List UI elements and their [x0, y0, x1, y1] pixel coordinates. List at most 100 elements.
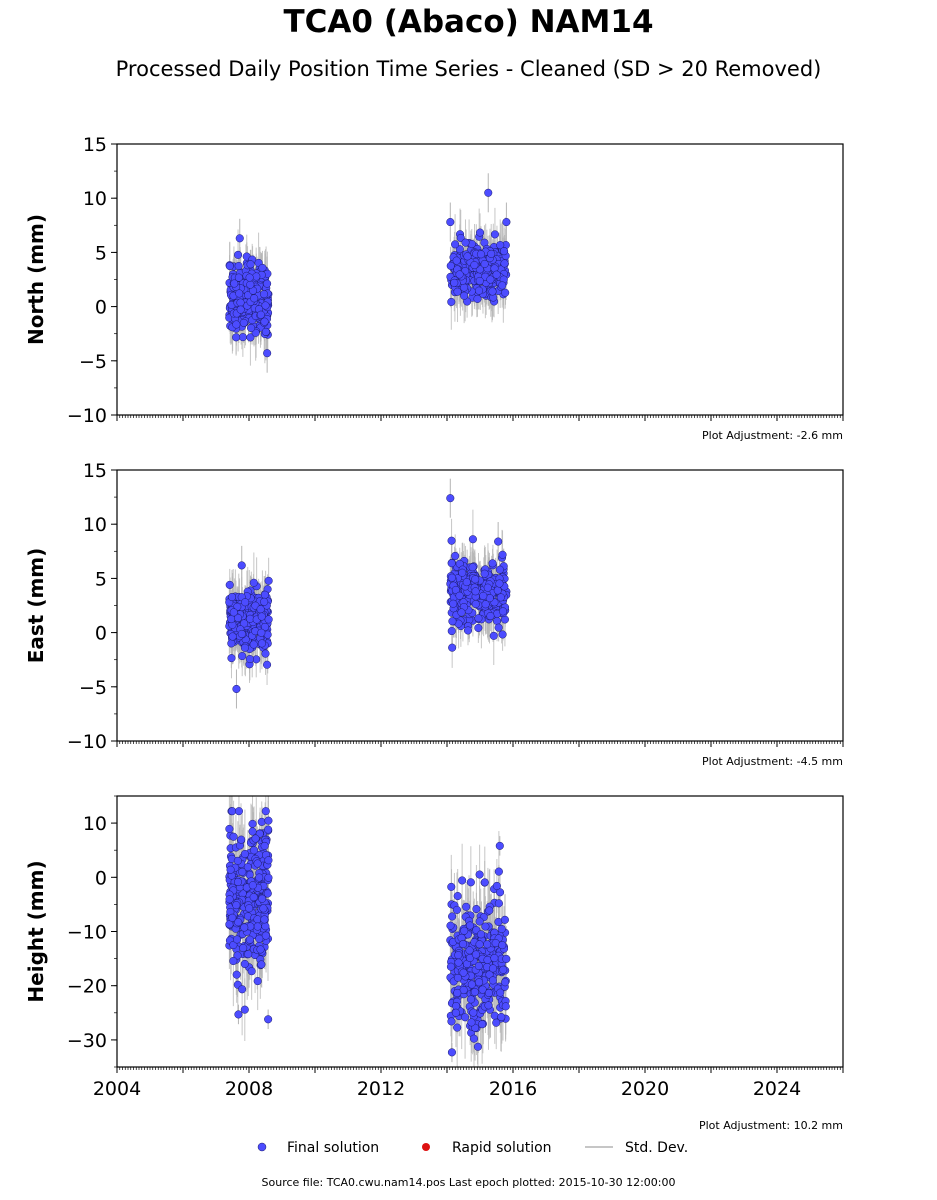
final-solution-point [449, 599, 458, 608]
final-solution-point [495, 841, 504, 850]
final-solution-point [253, 915, 262, 924]
final-solution-point [447, 1017, 456, 1026]
final-solution-point [450, 278, 459, 287]
final-solution-point [489, 631, 498, 640]
final-solution-point [236, 305, 245, 314]
final-solution-points [225, 188, 511, 358]
y-axis-label: North (mm) [24, 214, 48, 345]
final-solution-point [240, 619, 249, 628]
y-tick-label: −10 [67, 405, 107, 427]
final-solution-point [490, 1011, 499, 1020]
x-tick-label: 2020 [621, 1078, 669, 1100]
final-solution-point [465, 921, 474, 930]
final-solution-point [455, 245, 464, 254]
final-solution-point [246, 614, 255, 623]
final-solution-point [470, 987, 479, 997]
final-solution-point [447, 573, 456, 582]
final-solution-point [474, 961, 483, 971]
final-solution-point [501, 978, 510, 987]
final-solution-point [492, 881, 501, 891]
final-solution-point [467, 1018, 476, 1027]
legend-final-marker [257, 1142, 267, 1152]
final-solution-point [498, 941, 507, 950]
final-solution-point [261, 807, 270, 816]
final-solution-point [468, 535, 477, 544]
y-tick-label: −5 [79, 677, 107, 699]
final-solution-point [233, 613, 243, 622]
final-solution-point [502, 954, 511, 963]
final-solution-point [244, 950, 253, 959]
final-solution-point [467, 980, 476, 989]
final-solution-point [264, 825, 273, 834]
final-solution-point [263, 349, 272, 358]
final-solution-point [447, 297, 456, 306]
final-solution-point [497, 1012, 506, 1022]
final-solution-point [451, 1008, 460, 1017]
final-solution-point [497, 924, 506, 934]
final-solution-point [240, 849, 249, 859]
final-solution-point [473, 1042, 482, 1051]
final-solution-point [260, 915, 269, 924]
final-solution-point [484, 988, 493, 998]
final-solution-point [261, 922, 270, 931]
final-solution-point [470, 261, 479, 270]
final-solution-point [469, 1008, 478, 1017]
final-solution-point [498, 607, 508, 616]
final-solution-point [261, 649, 270, 658]
final-solution-point [245, 655, 254, 664]
final-solution-point [501, 1002, 510, 1011]
y-axis-label: East (mm) [24, 548, 48, 664]
final-solution-point [480, 878, 489, 887]
final-solution-point [468, 563, 477, 572]
final-solution-point [474, 623, 483, 633]
final-solution-point [232, 320, 241, 329]
final-solution-point [451, 240, 460, 249]
final-solution-point [232, 333, 241, 342]
y-tick-label: 10 [83, 188, 107, 210]
y-tick-label: 5 [95, 568, 107, 590]
final-solution-point [495, 565, 504, 574]
legend-rapid-label: Rapid solution [452, 1140, 552, 1156]
final-solution-point [246, 260, 255, 269]
final-solution-point [453, 287, 462, 296]
final-solution-point [463, 252, 472, 261]
plot-area [225, 173, 511, 373]
final-solution-point [461, 1013, 470, 1022]
y-axis-label: Height (mm) [24, 860, 48, 1002]
final-solution-point [471, 587, 480, 596]
y-tick-label: 15 [83, 460, 107, 482]
final-solution-point [498, 281, 507, 290]
final-solution-point [446, 962, 456, 971]
x-tick-label: 2004 [93, 1078, 141, 1100]
final-solution-point [484, 1001, 493, 1010]
y-tick-label: −20 [67, 976, 107, 998]
final-solution-point [465, 953, 475, 963]
final-solution-point [485, 906, 494, 915]
y-tick-label: 5 [95, 242, 107, 264]
final-solution-point [474, 614, 483, 623]
final-solution-point [460, 291, 469, 300]
final-solution-point [483, 955, 492, 964]
final-solution-point [483, 583, 492, 592]
final-solution-point [475, 276, 484, 285]
final-solution-point [475, 870, 484, 879]
final-solution-point [475, 917, 484, 926]
final-solution-point [446, 217, 455, 227]
final-solution-point [261, 327, 270, 336]
final-solution-point [453, 988, 462, 997]
final-solution-point [260, 317, 269, 326]
final-solution-point [474, 286, 484, 295]
final-solution-point [247, 967, 256, 976]
final-solution-point [493, 586, 502, 595]
final-solution-point [246, 280, 255, 289]
y-tick-label: −10 [67, 731, 107, 753]
final-solution-point [228, 632, 237, 641]
final-solution-point [253, 977, 262, 986]
plot-area [225, 478, 511, 709]
final-solution-point [455, 591, 464, 600]
final-solution-point [233, 935, 242, 944]
final-solution-point [462, 902, 471, 911]
final-solution-point [240, 923, 249, 932]
final-solution-point [480, 259, 489, 269]
final-solution-point [247, 323, 256, 333]
